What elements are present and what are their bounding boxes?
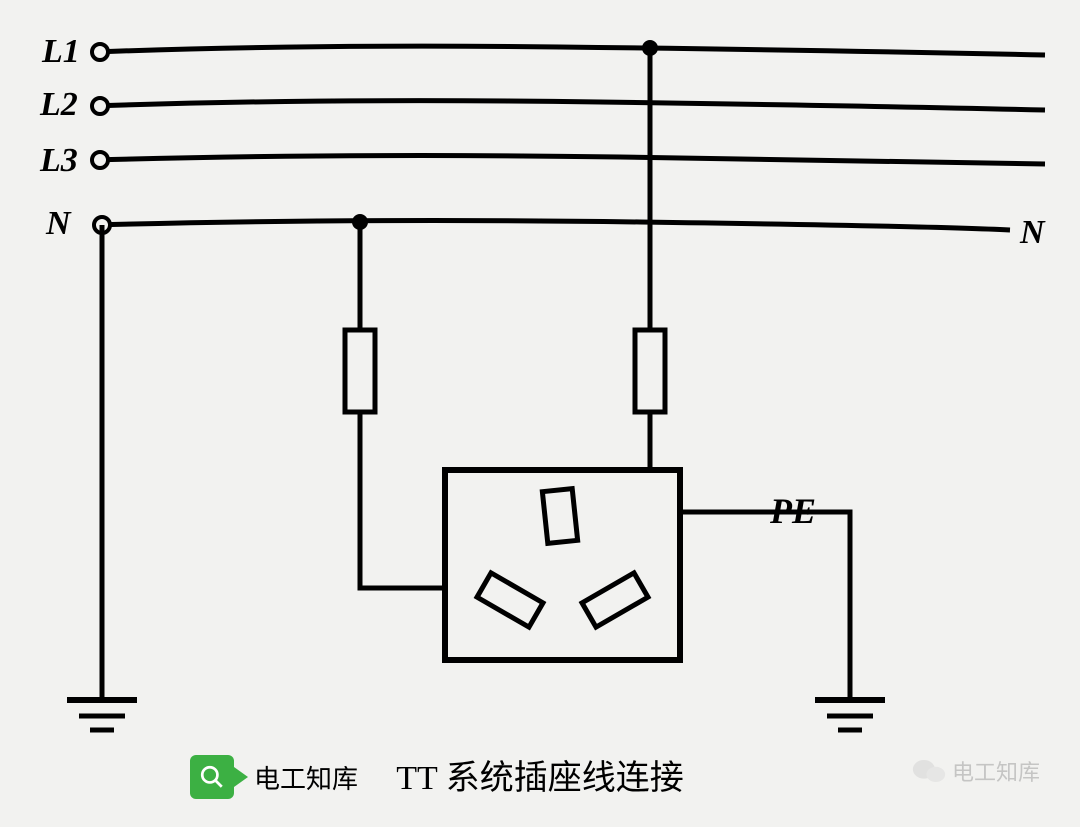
label-N-left: N [46,205,71,243]
watermark-right-text: 电工知库 [952,755,1040,787]
label-L2: L2 [40,86,78,124]
socket-prong-top [542,489,577,544]
fuse-1 [345,330,375,412]
watermark-left: 电工知库 [190,755,358,799]
watermark-left-text: 电工知库 [254,759,358,796]
terminal-L3 [92,152,108,168]
label-N-right: N [1020,214,1045,252]
circuit-diagram [0,0,1080,827]
terminal-L1 [92,44,108,60]
ground-right [815,700,885,730]
wire-PE [680,512,850,700]
line-N [95,221,1010,230]
fuse-2 [635,330,665,412]
label-L1: L1 [42,33,80,71]
line-L2 [95,101,1045,110]
terminal-L2 [92,98,108,114]
watermark-right: 电工知库 [912,755,1040,787]
wechat-icon [912,757,946,785]
ground-left [67,700,137,730]
search-icon [190,755,234,799]
line-L1 [95,46,1045,55]
badge-arrow-icon [234,767,248,787]
label-L3: L3 [40,142,78,180]
label-PE: PE [770,490,816,532]
line-L3 [95,156,1045,164]
